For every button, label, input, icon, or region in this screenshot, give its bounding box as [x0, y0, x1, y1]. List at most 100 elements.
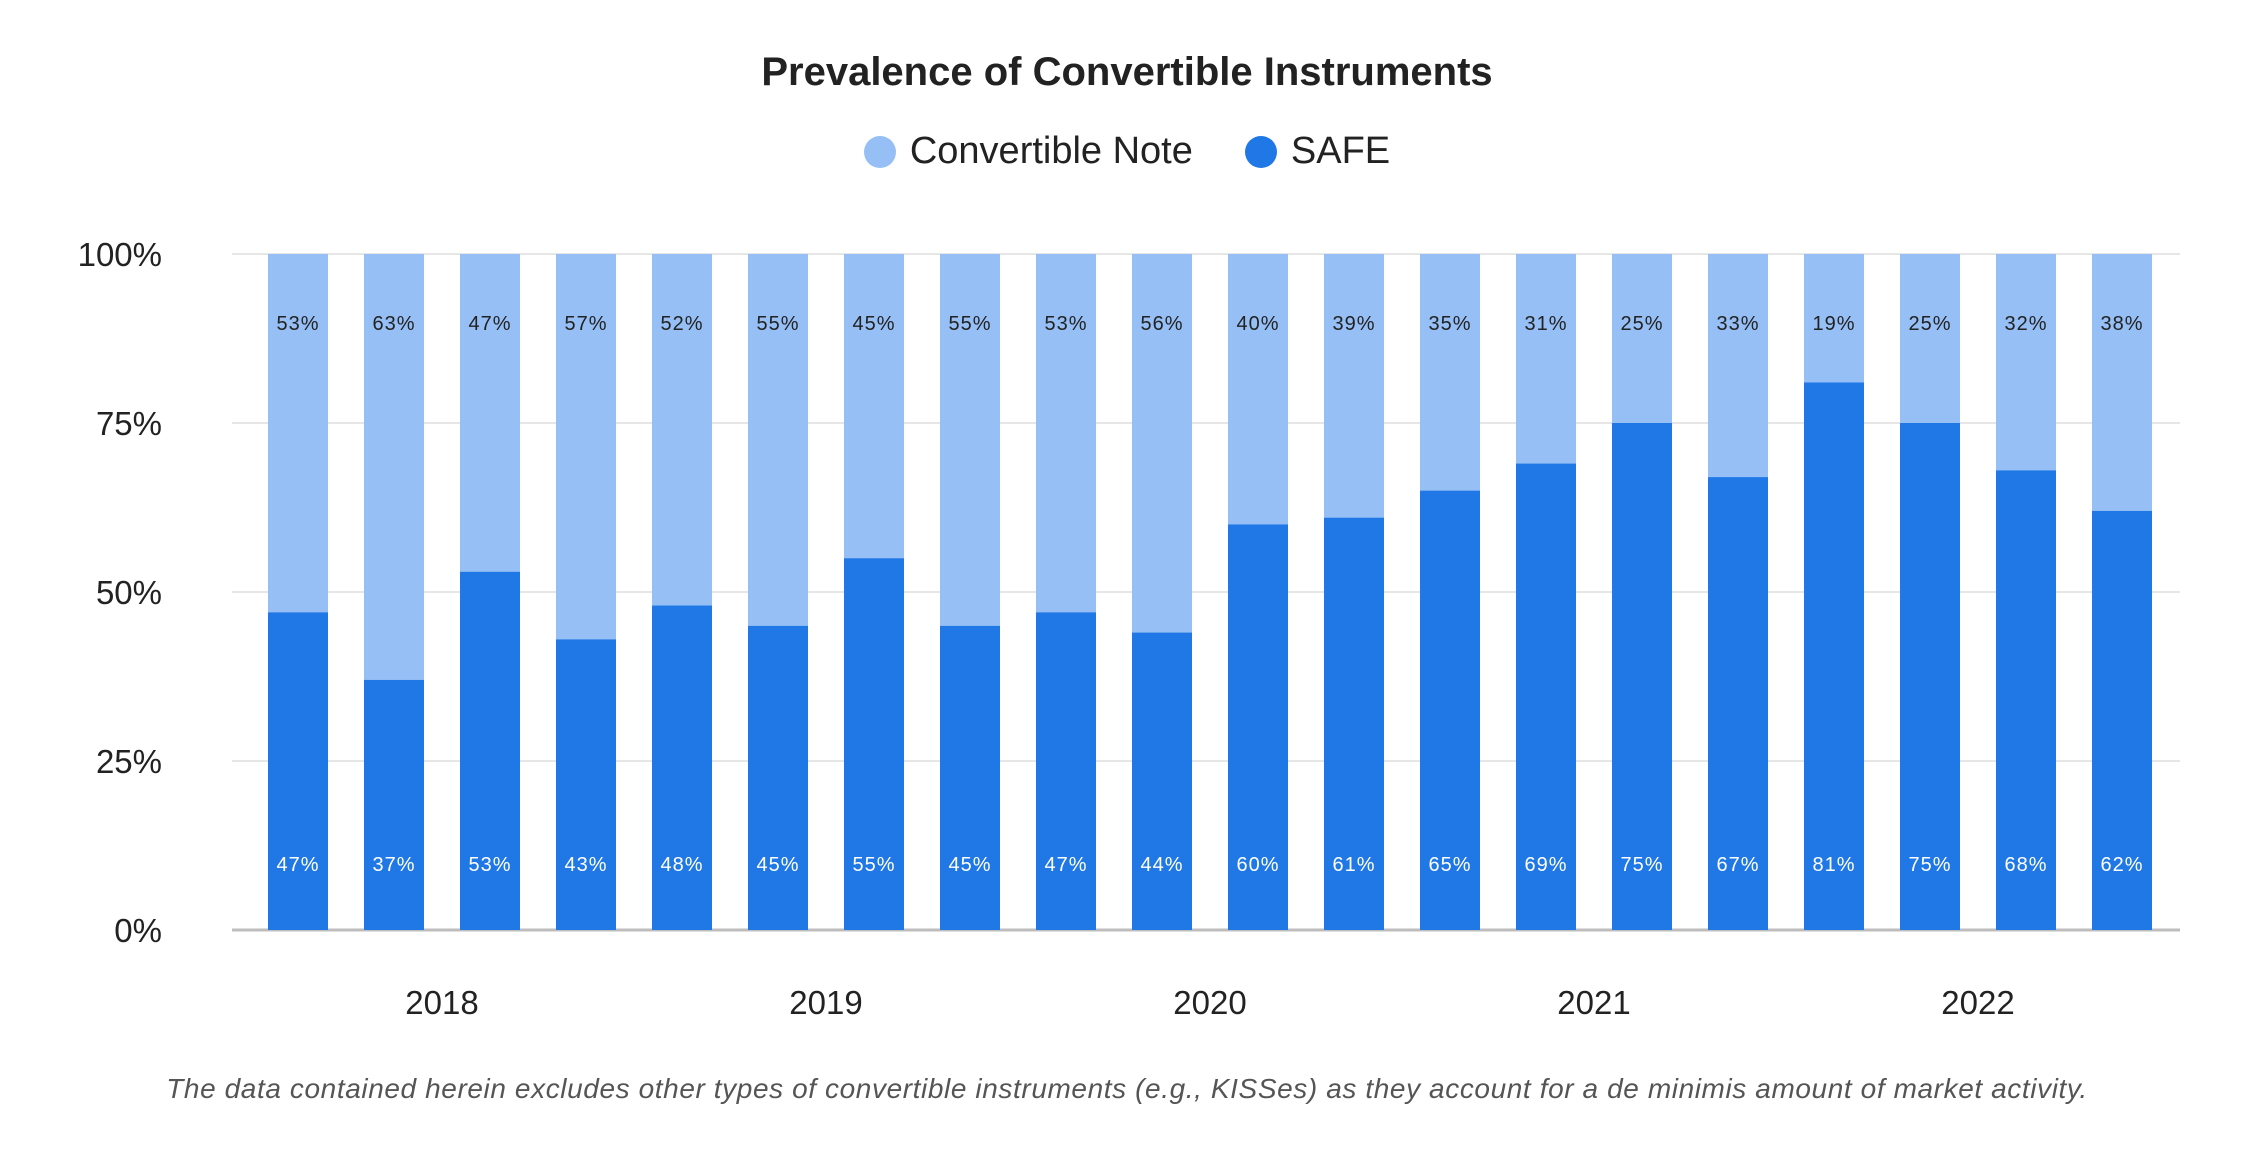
data-label-convertible-note: 39% — [1332, 313, 1375, 335]
bar-safe — [1996, 470, 2056, 930]
y-tick-label: 50% — [96, 574, 162, 611]
x-tick-label: 2020 — [1173, 984, 1246, 1021]
data-labels: 53% 47% 63% 37% 47% 53% 57% 43% 52% 48% 55% 45% 45% 5… — [276, 313, 2143, 876]
bar-safe — [460, 571, 520, 930]
bar-safe — [652, 605, 712, 930]
data-label-safe: 37% — [372, 854, 415, 876]
bar-safe — [1420, 490, 1480, 930]
bar-convertible-note — [940, 254, 1000, 626]
bar-safe — [1804, 382, 1864, 930]
data-label-safe: 62% — [2100, 854, 2143, 876]
bar-convertible-note — [1420, 254, 1480, 491]
bar-convertible-note — [460, 254, 520, 572]
x-tick-label: 2021 — [1557, 984, 1630, 1021]
y-tick-label: 0% — [114, 912, 162, 949]
bar-safe — [268, 612, 328, 930]
bar-safe — [844, 558, 904, 930]
bar-convertible-note — [1900, 254, 1960, 423]
bar-convertible-note — [1996, 254, 2056, 471]
y-tick-label: 100% — [78, 236, 162, 273]
bar-safe — [556, 639, 616, 930]
bar-safe — [1612, 423, 1672, 930]
legend-label-convertible-note: Convertible Note — [909, 130, 1193, 172]
data-label-convertible-note: 63% — [372, 313, 415, 335]
legend-swatch-convertible-note — [863, 135, 896, 168]
bar-convertible-note — [1612, 254, 1672, 423]
bar-convertible-note — [748, 254, 808, 626]
data-label-safe: 55% — [852, 854, 895, 876]
data-label-safe: 45% — [756, 854, 799, 876]
bar-convertible-note — [1708, 254, 1768, 478]
data-label-safe: 60% — [1236, 854, 1279, 876]
data-label-convertible-note: 32% — [2004, 313, 2047, 335]
bar-safe — [748, 625, 808, 930]
data-label-convertible-note: 35% — [1428, 313, 1471, 335]
legend-label-safe: SAFE — [1290, 130, 1391, 172]
bars — [268, 254, 2152, 930]
data-label-safe: 45% — [948, 854, 991, 876]
x-tick-label: 2022 — [1941, 984, 2014, 1021]
bar-convertible-note — [1036, 254, 1096, 613]
bar-safe — [2092, 510, 2152, 930]
data-label-safe: 81% — [1812, 854, 1855, 876]
bar-convertible-note — [1228, 254, 1288, 525]
data-label-safe: 43% — [564, 854, 607, 876]
data-label-convertible-note: 57% — [564, 313, 607, 335]
x-tick-label: 2019 — [789, 984, 862, 1021]
data-label-convertible-note: 19% — [1812, 313, 1855, 335]
bar-convertible-note — [844, 254, 904, 559]
legend: Convertible Note SAFE — [0, 130, 2254, 173]
chart-title: Prevalence of Convertible Instruments — [761, 50, 1493, 94]
bar-safe — [364, 679, 424, 930]
bar-convertible-note — [652, 254, 712, 606]
data-label-convertible-note: 33% — [1716, 313, 1759, 335]
bar-convertible-note — [1132, 254, 1192, 633]
bar-safe — [1516, 463, 1576, 930]
data-label-safe: 47% — [276, 854, 319, 876]
footnote: The data contained herein excludes other… — [166, 1073, 2088, 1104]
data-label-convertible-note: 38% — [2100, 313, 2143, 335]
bar-convertible-note — [1804, 254, 1864, 383]
legend-item-convertible-note[interactable]: Convertible Note — [863, 130, 1193, 173]
data-label-safe: 47% — [1044, 854, 1087, 876]
data-label-convertible-note: 56% — [1140, 313, 1183, 335]
legend-item-safe[interactable]: SAFE — [1244, 130, 1391, 173]
data-label-safe: 53% — [468, 854, 511, 876]
legend-swatch-safe — [1244, 135, 1277, 168]
bar-convertible-note — [2092, 254, 2152, 511]
data-label-safe: 75% — [1908, 854, 1951, 876]
bar-convertible-note — [1516, 254, 1576, 464]
data-label-safe: 65% — [1428, 854, 1471, 876]
data-label-convertible-note: 25% — [1908, 313, 1951, 335]
bar-safe — [1900, 423, 1960, 930]
y-tick-label: 75% — [96, 405, 162, 442]
data-label-convertible-note: 52% — [660, 313, 703, 335]
data-label-safe: 44% — [1140, 854, 1183, 876]
x-tick-label: 2018 — [405, 984, 478, 1021]
data-label-convertible-note: 55% — [756, 313, 799, 335]
axes: 0% 25% 50% 75% 100% 2018 2019 2020 2021 2022 — [78, 236, 2015, 1021]
bar-safe — [1132, 632, 1192, 930]
y-tick-label: 25% — [96, 743, 162, 780]
bar-safe — [1708, 477, 1768, 930]
grid-lines — [232, 253, 2180, 932]
bar-convertible-note — [556, 254, 616, 640]
bar-safe — [1036, 612, 1096, 930]
data-label-convertible-note: 53% — [276, 313, 319, 335]
bar-safe — [1228, 524, 1288, 930]
bar-convertible-note — [364, 254, 424, 680]
bar-safe — [940, 625, 1000, 930]
data-label-safe: 48% — [660, 854, 703, 876]
data-label-convertible-note: 40% — [1236, 313, 1279, 335]
bar-safe — [1324, 517, 1384, 930]
data-label-safe: 75% — [1620, 854, 1663, 876]
data-label-safe: 68% — [2004, 854, 2047, 876]
data-label-safe: 67% — [1716, 854, 1759, 876]
data-label-convertible-note: 45% — [852, 313, 895, 335]
data-label-convertible-note: 55% — [948, 313, 991, 335]
data-label-convertible-note: 25% — [1620, 313, 1663, 335]
data-label-convertible-note: 31% — [1524, 313, 1567, 335]
data-label-convertible-note: 47% — [468, 313, 511, 335]
